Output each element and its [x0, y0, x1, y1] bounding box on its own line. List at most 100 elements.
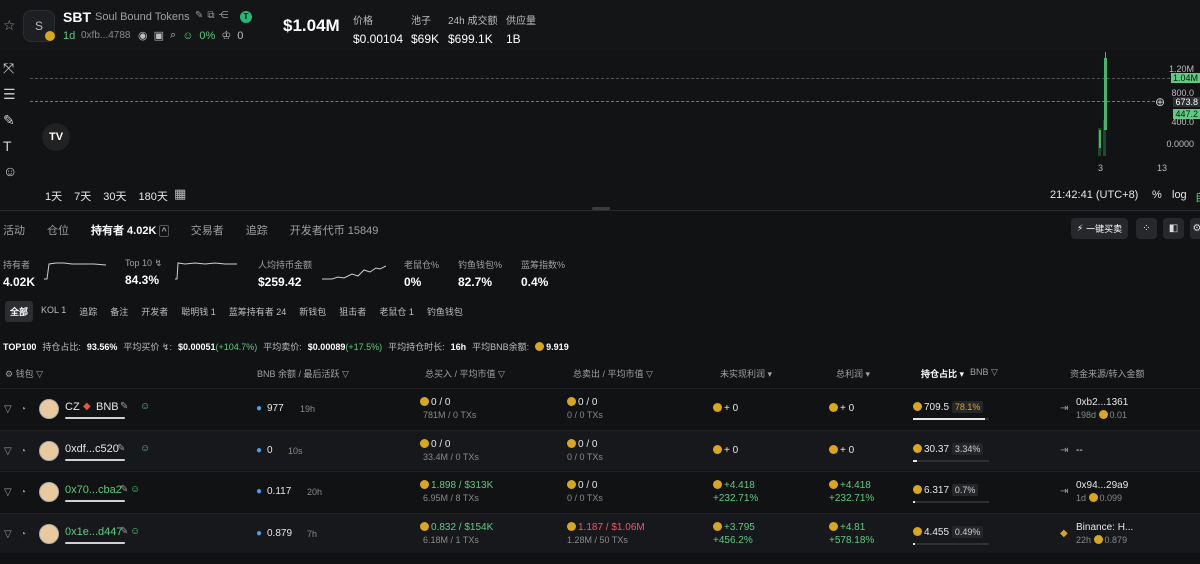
filter-icon[interactable]: ▽ [4, 446, 12, 457]
col-wallet[interactable]: ⚙ 钱包 ▽ [5, 369, 44, 379]
filter-smart-money[interactable]: 聪明钱 1 [181, 307, 216, 317]
bnb-coin-icon [713, 403, 722, 412]
balance-icon: ● [256, 403, 263, 414]
metric-value: 4.02K [3, 275, 36, 289]
col-holding[interactable]: 持仓占比 ▾ [921, 369, 965, 379]
one-click-trade-button[interactable]: ⚡ 一键买卖 [1071, 218, 1128, 239]
panel-divider [0, 210, 1200, 211]
trend-tool-icon[interactable]: ⤧ [3, 60, 15, 76]
favorite-star-icon[interactable]: ☆ [3, 17, 16, 33]
col-source[interactable]: 资金来源/转入金额 [1070, 367, 1145, 380]
tab-activity[interactable]: 活动 [3, 225, 25, 237]
stat-value: 1B [506, 32, 521, 46]
period-30d[interactable]: 30天 [103, 191, 127, 203]
token-address[interactable]: 0xfb...4788 [81, 30, 131, 41]
chart-icon[interactable]: ◔ [20, 404, 27, 415]
fund-source[interactable]: 0x94...29a9 [1076, 480, 1129, 491]
bnb-chain-icon [45, 31, 55, 41]
filter-developer[interactable]: 开发者 [141, 307, 169, 317]
token-links: ◉ ▣ ⌕ ☺ 0% ♔ 0 [138, 29, 243, 42]
tab-positions[interactable]: 仓位 [47, 225, 69, 237]
filter-icon[interactable]: ▽ [4, 529, 12, 540]
bnb-coin-icon [713, 480, 722, 489]
edit-icon[interactable]: ✎ [120, 484, 129, 495]
edit-icon[interactable]: ✎ [120, 401, 129, 412]
twitter-icon[interactable]: ▣ [153, 30, 165, 42]
copy-icon[interactable]: ⧉ [207, 10, 215, 21]
brush-tool-icon[interactable]: ✎ [3, 112, 15, 128]
token-logo: S [23, 10, 55, 42]
col-bnb[interactable]: BNB ▽ [970, 367, 998, 377]
text-tool-icon[interactable]: T [3, 138, 12, 154]
filter-rat[interactable]: 老鼠仓 1 [379, 307, 414, 317]
price-chart[interactable]: ⤧ ☰ ✎ T ☺ TV 1.20M 1.04M 800.0 673.8 447… [0, 50, 1200, 210]
chevron-up-icon[interactable]: ^ [159, 225, 169, 237]
tag-diamond-icon: ◆ [83, 401, 91, 412]
table-row[interactable]: ▽ ◔ 0x70...cba2 ✎ ☺ ● 0.117 20h 1.898 / $313K 6.9… [0, 471, 1200, 511]
edit-icon[interactable]: ✎ [117, 443, 126, 454]
fund-source[interactable]: -- [1076, 445, 1083, 456]
emoji-tool-icon[interactable]: ☺ [3, 163, 18, 179]
add-price-icon[interactable]: ⊕ [1155, 95, 1166, 109]
wallet-name[interactable]: 0x1e...d447 [65, 526, 123, 538]
filter-new-wallet[interactable]: 新钱包 [299, 307, 327, 317]
col-source-label: 资金来源/转入金额 [1070, 369, 1145, 379]
chart-icon[interactable]: ◔ [20, 446, 27, 457]
col-sell[interactable]: 总卖出 / 平均市值 ▽ [573, 369, 653, 379]
auto-toggle[interactable]: 自 [1195, 189, 1200, 205]
total-buy: 0 / 0 [431, 397, 451, 408]
tab-dev-tokens[interactable]: 开发者代币 15849 [289, 225, 379, 237]
bnb-coin-icon [567, 439, 576, 448]
table-row[interactable]: ▽ ◔ 0xdf...c520 ✎ ☺ ● 0 10s 0 / 0 33.4M / 0 TXs 0 … [0, 430, 1200, 470]
fund-source[interactable]: 0xb2...1361 [1076, 397, 1129, 408]
table-row[interactable]: ▽ ◔ CZ ◆ BNB ✎ ☺ ● 977 19h 0 / 0 781M / 0 TXs 0 / 0 0… [0, 388, 1200, 428]
summary-hold: 93.56% [86, 341, 118, 352]
avatar [39, 441, 59, 461]
metric-value: 82.7% [458, 275, 493, 289]
search-icon[interactable]: ⌕ [170, 29, 177, 41]
period-1d[interactable]: 1天 [45, 191, 63, 203]
calendar-icon[interactable]: ▦ [174, 186, 187, 201]
tab-traders[interactable]: 交易者 [190, 225, 224, 237]
chart-icon[interactable]: ◔ [20, 487, 27, 498]
summary-bnb-label: 平均BNB余额: [472, 342, 530, 352]
filter-kol[interactable]: KOL 1 [41, 305, 67, 315]
col-buy[interactable]: 总买入 / 平均市值 ▽ [425, 369, 505, 379]
fib-tool-icon[interactable]: ☰ [3, 86, 16, 102]
edit-icon[interactable]: ✎ [195, 10, 204, 21]
settings-button[interactable]: ⚙ [1190, 218, 1200, 239]
wallet-name[interactable]: 0x70...cba2 [65, 484, 122, 496]
summary-avgtime: 16h [450, 341, 467, 352]
resize-handle[interactable] [592, 207, 610, 210]
filter-tracking[interactable]: 追踪 [79, 307, 98, 317]
bnb-coin-icon [829, 445, 838, 454]
chart-icon[interactable]: ◔ [20, 529, 27, 540]
balance-icon: ● [256, 445, 263, 456]
filter-notes[interactable]: 备注 [110, 307, 129, 317]
col-balance[interactable]: BNB 余额 / 最后活跃 ▽ [257, 369, 349, 379]
wallet-name[interactable]: CZ [65, 401, 80, 413]
period-180d[interactable]: 180天 [138, 191, 168, 203]
filter-icon[interactable]: ▽ [4, 404, 12, 415]
filter-all[interactable]: 全部 [5, 301, 34, 322]
percent-toggle[interactable]: % [1152, 189, 1162, 201]
tab-tracking[interactable]: 追踪 [245, 225, 268, 237]
bubble-map-button[interactable]: ⁘ [1136, 218, 1157, 239]
col-total-profit[interactable]: 总利润 ▾ [836, 369, 871, 379]
filter-bluechip[interactable]: 蓝筹持有者 24 [228, 307, 287, 317]
edit-icon[interactable]: ✎ [120, 526, 129, 537]
bscscan-icon[interactable]: ◉ [138, 30, 148, 42]
col-unrealized[interactable]: 未实现利润 ▾ [720, 369, 773, 379]
layout-toggle-button[interactable]: ◧ [1163, 218, 1184, 239]
filter-sniper[interactable]: 狙击者 [339, 307, 367, 317]
period-7d[interactable]: 7天 [74, 191, 92, 203]
share-icon[interactable]: ⋲ [218, 10, 229, 21]
total-sell: 0 / 0 [578, 397, 598, 408]
wallet-name[interactable]: 0xdf...c520 [65, 443, 119, 455]
filter-icon[interactable]: ▽ [4, 487, 12, 498]
log-toggle[interactable]: log [1172, 189, 1187, 201]
fund-source[interactable]: Binance: H... [1076, 522, 1134, 533]
table-row[interactable]: ▽ ◔ 0x1e...d447 ✎ ☺ ● 0.879 7h 0.832 / $154K 6.18… [0, 513, 1200, 553]
filter-phishing[interactable]: 钓鱼钱包 [426, 307, 463, 317]
tab-holders[interactable]: 持有者 4.02K ^ [91, 222, 169, 238]
